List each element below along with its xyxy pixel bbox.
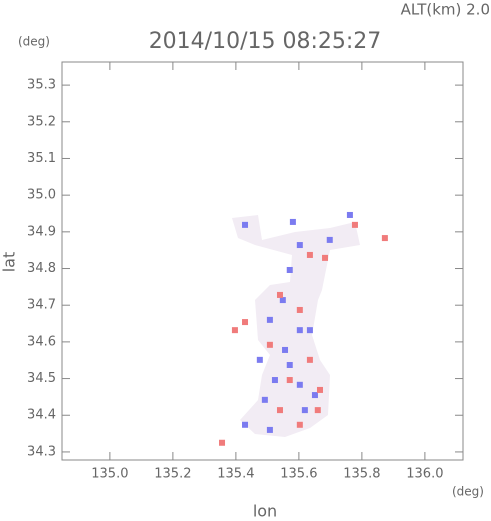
echo-point	[316, 386, 323, 393]
echo-point	[276, 291, 283, 298]
altitude-label: ALT(km) 2.0	[401, 1, 490, 19]
echo-point	[282, 346, 289, 353]
echo-point	[271, 377, 278, 384]
y-tick-label: 34.9	[27, 224, 56, 239]
echo-point	[286, 377, 293, 384]
echo-point	[286, 266, 293, 273]
y-tick-label: 34.3	[27, 444, 56, 459]
echo-point	[242, 319, 249, 326]
echo-point	[296, 421, 303, 428]
echo-point	[306, 327, 313, 334]
echo-point	[289, 218, 296, 225]
echo-point	[266, 316, 273, 323]
echo-point	[256, 356, 263, 363]
echo-point	[326, 236, 333, 243]
y-tick-label: 35.1	[27, 151, 56, 166]
echo-point	[296, 242, 303, 249]
y-tick-label: 35.0	[27, 188, 56, 203]
echo-point	[242, 221, 249, 228]
echo-point	[306, 356, 313, 363]
chart-title: 2014/10/15 08:25:27	[149, 29, 382, 54]
y-tick-label: 34.8	[27, 261, 56, 276]
x-tick-label: 135.8	[343, 467, 380, 482]
x-unit: (deg)	[452, 485, 484, 499]
echo-point	[381, 235, 388, 242]
y-tick-label: 34.5	[27, 371, 56, 386]
echo-point	[276, 407, 283, 414]
x-tick-label: 135.0	[91, 467, 128, 482]
echo-point	[306, 251, 313, 258]
y-tick-label: 35.2	[27, 114, 56, 129]
echo-point	[242, 421, 249, 428]
echo-point	[231, 327, 238, 334]
echo-point	[266, 426, 273, 433]
echo-point	[346, 211, 353, 218]
echo-area	[232, 215, 360, 437]
y-axis-label: lat	[0, 252, 19, 273]
echo-point	[286, 361, 293, 368]
x-tick-label: 135.4	[217, 467, 254, 482]
echo-point	[296, 306, 303, 313]
echo-point	[279, 297, 286, 304]
x-tick-label: 136.0	[406, 467, 443, 482]
x-axis-label: lon	[253, 502, 277, 521]
echo-point	[296, 327, 303, 334]
y-tick-label: 34.7	[27, 298, 56, 313]
echo-point	[266, 341, 273, 348]
echo-point	[219, 439, 226, 446]
echo-point	[322, 254, 329, 261]
y-tick-label: 34.6	[27, 334, 56, 349]
echo-point	[311, 392, 318, 399]
plot-frame	[61, 61, 464, 461]
echo-point	[296, 381, 303, 388]
x-tick-label: 135.2	[154, 467, 191, 482]
y-tick-label: 34.4	[27, 408, 56, 423]
y-unit: (deg)	[18, 35, 50, 49]
echo-point	[261, 396, 268, 403]
x-tick-label: 135.6	[280, 467, 317, 482]
y-tick-label: 35.3	[27, 78, 56, 93]
echo-point	[351, 221, 358, 228]
echo-point	[301, 407, 308, 414]
echo-point	[314, 407, 321, 414]
